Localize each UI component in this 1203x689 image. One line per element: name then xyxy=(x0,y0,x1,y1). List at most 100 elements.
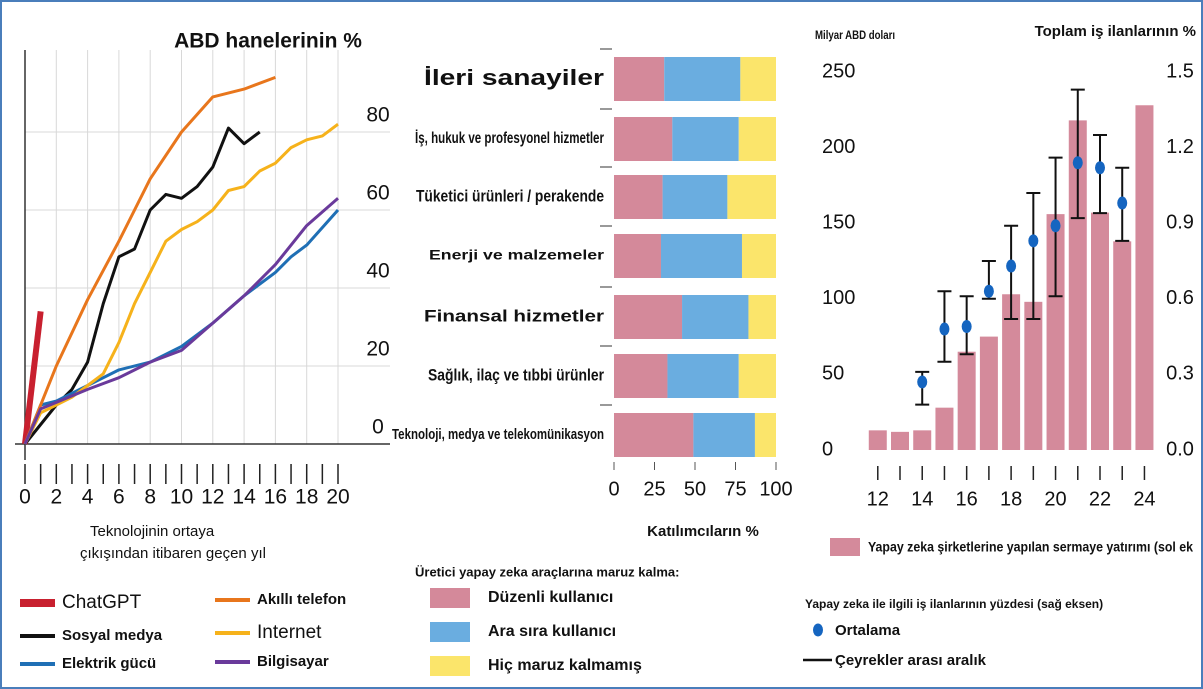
category-label: Enerji ve malzemeler xyxy=(429,247,605,263)
x-tick-label: 16 xyxy=(264,486,287,509)
legend-label: Yapay zeka şirketlerine yapılan sermaye … xyxy=(868,539,1193,555)
y2-tick-label: 0.6 xyxy=(1166,287,1194,309)
bar-segment xyxy=(667,354,739,398)
bar xyxy=(1091,212,1109,450)
legend-label: Sosyal medya xyxy=(62,627,163,644)
x-tick-label: 10 xyxy=(170,486,193,509)
bar-segment xyxy=(682,295,749,339)
y-tick-label: 100 xyxy=(822,287,855,309)
bar xyxy=(868,430,887,450)
y-axis-label: Milyar ABD doları xyxy=(815,28,895,42)
x-tick-label: 18 xyxy=(1000,488,1022,510)
x-tick-label: 16 xyxy=(956,488,978,510)
y-tick-label: 20 xyxy=(366,338,389,361)
x-tick-label: 50 xyxy=(684,478,706,500)
y-tick-label: 60 xyxy=(366,182,389,205)
legend-label: Çeyrekler arası aralık xyxy=(835,652,987,669)
mean-marker xyxy=(983,284,994,298)
bar xyxy=(891,431,909,450)
x-tick-label: 12 xyxy=(201,486,224,509)
bar-segment xyxy=(664,57,741,101)
bar xyxy=(1024,301,1043,450)
y2-axis-label: Toplam iş ilanlarının % xyxy=(1035,23,1196,40)
investment-chart: Milyar ABD doları Toplam iş ilanlarının %… xyxy=(803,23,1196,669)
y-tick-label: 0 xyxy=(822,438,833,460)
x-tick-label: 0 xyxy=(608,478,619,500)
line-series xyxy=(23,126,261,445)
bar-segment xyxy=(614,354,668,398)
mean-marker xyxy=(917,375,928,389)
mean-marker xyxy=(961,320,972,334)
category-label: Finansal hizmetler xyxy=(424,306,604,325)
x-tick-label: 12 xyxy=(867,488,889,510)
y2-tick-label: 1.2 xyxy=(1166,136,1194,158)
mean-marker xyxy=(1072,156,1083,170)
error-bar xyxy=(1026,191,1041,320)
x-tick-label: 100 xyxy=(759,478,792,500)
chart-title: ABD hanelerinin % xyxy=(174,30,362,53)
x-tick-label: 20 xyxy=(326,486,349,509)
y-tick-label: 200 xyxy=(822,136,855,158)
x-tick-label: 14 xyxy=(911,488,933,510)
mean-marker xyxy=(939,322,950,336)
legend-swatch xyxy=(430,588,470,608)
y2-tick-label: 1.5 xyxy=(1166,60,1194,82)
bar xyxy=(1135,105,1154,450)
line-series xyxy=(23,75,276,445)
exposure-chart: İleri sanayiler İş, hukuk ve profesyonel … xyxy=(392,48,793,676)
legend-label: Bilgisayar xyxy=(257,653,329,670)
mean-marker xyxy=(1117,196,1128,210)
x-axis-label: çıkışından itibaren geçen yıl xyxy=(80,545,266,562)
bar xyxy=(979,336,998,450)
x-tick-label: 6 xyxy=(113,486,125,509)
bar xyxy=(1002,294,1021,450)
bar-segment xyxy=(754,413,776,457)
legend-title: Yapay zeka ile ilgili iş ilanlarının yüz… xyxy=(805,597,1103,611)
x-axis-label: Katılımcıların % xyxy=(647,523,759,540)
error-bar xyxy=(1070,88,1085,220)
y-tick-label: 150 xyxy=(822,211,855,233)
bar-segment xyxy=(741,234,776,278)
bar-segment xyxy=(693,413,755,457)
legend-swatch xyxy=(830,538,860,556)
x-tick-label: 22 xyxy=(1089,488,1111,510)
legend-label: Ortalama xyxy=(835,622,901,639)
bar-segment xyxy=(672,117,739,161)
category-label: İş, hukuk ve profesyonel hizmetler xyxy=(415,129,604,147)
bar-segment xyxy=(614,295,683,339)
bar xyxy=(935,407,954,450)
legend-label: Ara sıra kullanıcı xyxy=(488,623,616,640)
bar-segment xyxy=(614,175,663,219)
mean-marker xyxy=(1095,161,1105,175)
y2-tick-label: 0.9 xyxy=(1166,211,1194,233)
bar-segment xyxy=(738,117,776,161)
bar-segment xyxy=(662,175,728,219)
y-tick-label: 80 xyxy=(366,104,389,127)
bar-segment xyxy=(738,354,776,398)
bar-segment xyxy=(614,234,661,278)
x-tick-label: 20 xyxy=(1044,488,1066,510)
bar-segment xyxy=(727,175,776,219)
x-tick-label: 8 xyxy=(144,486,156,509)
legend-swatch xyxy=(430,656,470,676)
legend-label: Akıllı telefon xyxy=(257,591,346,608)
bar xyxy=(913,430,932,450)
y2-tick-label: 0.3 xyxy=(1166,363,1194,385)
legend-title: Üretici yapay zeka araçlarına maruz kalm… xyxy=(415,564,679,579)
category-label: Teknoloji, medya ve telekomünikasyon xyxy=(392,426,604,443)
legend-label: Internet xyxy=(257,622,322,643)
x-tick-label: 14 xyxy=(232,486,256,509)
legend-marker xyxy=(813,623,823,637)
y-tick-label: 40 xyxy=(366,260,389,283)
legend-label: Elektrik gücü xyxy=(62,655,156,672)
category-label: Sağlık, ilaç ve tıbbi ürünler xyxy=(428,365,604,384)
bar-segment xyxy=(614,57,665,101)
bar-segment xyxy=(740,57,776,101)
legend-label: ChatGPT xyxy=(62,592,142,613)
bar-segment xyxy=(614,117,673,161)
x-tick-label: 75 xyxy=(724,478,746,500)
mean-marker xyxy=(1006,259,1017,273)
